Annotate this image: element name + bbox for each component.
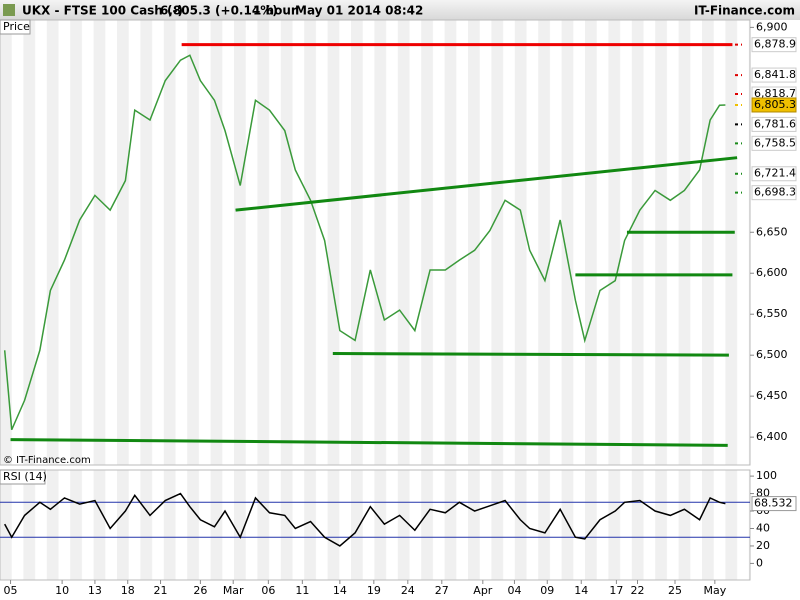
x-tick-label: Mar: [223, 584, 244, 597]
level-box: [751, 166, 797, 182]
header-bar: [0, 0, 800, 20]
x-tick-label: 09: [540, 584, 554, 597]
level-label: 6,878.9: [754, 38, 796, 51]
rsi-panel: [0, 469, 751, 581]
level-box: [751, 67, 797, 83]
y-tick-label: 6,400: [756, 430, 788, 443]
interval: 1 hour: [253, 4, 297, 18]
brand: IT-Finance.com: [694, 4, 795, 18]
price-line: [4, 492, 726, 547]
y-tick-label: 100: [756, 469, 777, 482]
panel-tag: [0, 19, 31, 35]
x-tick-label: 11: [295, 584, 309, 597]
level-label: 6,698.3: [754, 186, 796, 199]
rsi-title: RSI (14): [3, 470, 47, 483]
y-tick-label: 6,600: [756, 266, 788, 279]
x-tick-label: 27: [435, 584, 449, 597]
x-tick-label: Apr: [473, 584, 493, 597]
x-tick-label: 18: [121, 584, 135, 597]
x-tick-label: 22: [631, 584, 645, 597]
quote: 6,805.3 (+0.14%): [160, 4, 278, 18]
title: UKX - FTSE 100 Cash (-): [22, 4, 183, 18]
price-panel: [0, 19, 751, 466]
level-box: [751, 37, 797, 53]
y-tick-label: 6,500: [756, 348, 788, 361]
y-tick-label: 40: [756, 521, 770, 534]
x-tick-label: 10: [55, 584, 69, 597]
logo: [3, 4, 15, 16]
panel-tag: [0, 469, 46, 485]
x-tick-label: 21: [154, 584, 168, 597]
level-box: [751, 97, 797, 113]
x-tick-label: 14: [333, 584, 347, 597]
y-tick-label: 20: [756, 539, 770, 552]
x-tick-label: 26: [193, 584, 207, 597]
x-tick-label: May: [703, 584, 726, 597]
level-label: 6,818.7: [754, 87, 796, 100]
trendline: [10, 438, 728, 447]
level-label: 6,721.4: [754, 167, 796, 180]
rsi-box: [751, 496, 797, 512]
panel-label: Price: [3, 20, 30, 33]
level-box: [751, 185, 797, 201]
y-tick-label: 6,650: [756, 225, 788, 238]
y-tick-label: 6,550: [756, 307, 788, 320]
level-label: 6,781.6: [754, 117, 796, 130]
level-box: [751, 116, 797, 132]
y-tick-label: 6,450: [756, 389, 788, 402]
level-label: 6,758.5: [754, 136, 796, 149]
trendline: [332, 352, 729, 357]
x-tick-label: 17: [609, 584, 623, 597]
x-tick-label: 19: [367, 584, 381, 597]
x-tick-label: 25: [668, 584, 682, 597]
level-box: [751, 135, 797, 151]
x-tick-label: 06: [261, 584, 275, 597]
level-label: 6,841.8: [754, 68, 796, 81]
level-label: 6,805.3: [754, 98, 796, 111]
x-tick-label: 04: [507, 584, 521, 597]
y-tick-label: 0: [756, 556, 763, 569]
trendline: [235, 156, 738, 212]
x-tick-label: 24: [401, 584, 415, 597]
x-tick-label: 13: [88, 584, 102, 597]
rsi-current: 68.532: [754, 497, 793, 510]
copyright: © IT-Finance.com: [3, 455, 91, 466]
x-tick-label: 05: [4, 584, 18, 597]
timestamp: May 01 2014 08:42: [295, 4, 423, 18]
x-tick-label: 14: [574, 584, 588, 597]
y-tick-label: 6,900: [756, 20, 788, 33]
